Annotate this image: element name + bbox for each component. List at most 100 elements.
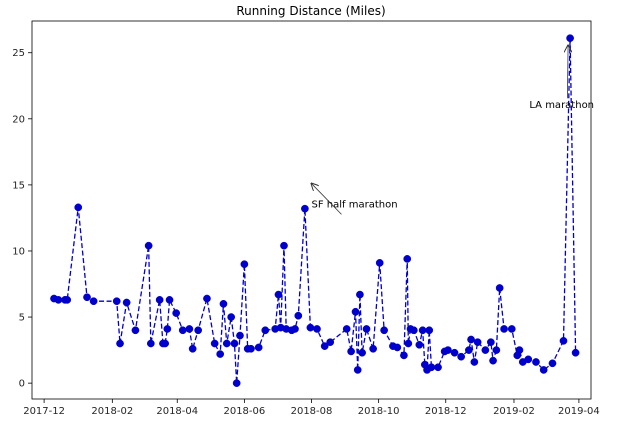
data-point bbox=[163, 325, 172, 333]
data-point bbox=[342, 325, 351, 333]
data-point bbox=[559, 337, 568, 345]
data-point bbox=[144, 241, 153, 250]
data-point bbox=[236, 331, 244, 340]
data-point bbox=[450, 348, 459, 357]
data-point bbox=[320, 342, 329, 350]
data-point bbox=[216, 350, 225, 358]
y-tick-label: 15 bbox=[12, 180, 25, 191]
x-tick-label: 2018-04 bbox=[156, 406, 198, 417]
data-point bbox=[219, 299, 228, 308]
data-point bbox=[291, 325, 299, 333]
data-point bbox=[172, 309, 180, 317]
data-point bbox=[444, 346, 452, 354]
series-line bbox=[53, 38, 577, 384]
x-axis: 2017-12 2018-02 2018-04 2018-06 2018-08 2018-… bbox=[23, 399, 600, 417]
y-tick-label: 10 bbox=[12, 246, 25, 257]
annotation-label: SF half marathon bbox=[312, 199, 398, 210]
data-point bbox=[230, 339, 239, 348]
y-axis: 0 5 10 15 20 25 bbox=[12, 48, 32, 390]
series-layer bbox=[50, 34, 580, 387]
annotation-arrow bbox=[312, 184, 342, 215]
data-point bbox=[351, 307, 360, 316]
data-point bbox=[393, 343, 402, 352]
data-point bbox=[470, 358, 479, 366]
y-tick-label: 20 bbox=[12, 114, 25, 125]
data-point bbox=[353, 366, 362, 374]
data-point bbox=[404, 339, 413, 348]
data-point bbox=[347, 347, 355, 356]
data-point bbox=[524, 355, 533, 364]
data-point bbox=[240, 260, 249, 269]
chart-title: Running Distance (Miles) bbox=[236, 4, 385, 18]
data-point bbox=[203, 294, 211, 303]
plot-area bbox=[31, 20, 592, 400]
data-point bbox=[400, 351, 408, 360]
annotation-label: LA marathon bbox=[529, 100, 594, 111]
data-point bbox=[425, 326, 434, 335]
data-point bbox=[481, 346, 490, 354]
data-point bbox=[434, 363, 442, 372]
x-tick-label: 2017-12 bbox=[23, 406, 65, 417]
x-tick-label: 2018-12 bbox=[425, 406, 467, 417]
data-point bbox=[194, 326, 203, 335]
data-point bbox=[301, 204, 309, 213]
x-tick-label: 2018-10 bbox=[358, 406, 400, 417]
data-point bbox=[306, 323, 315, 332]
data-point bbox=[227, 313, 236, 321]
data-point bbox=[294, 311, 303, 320]
data-point bbox=[188, 344, 197, 353]
data-point bbox=[116, 339, 124, 348]
y-tick-label: 0 bbox=[19, 379, 25, 390]
data-point bbox=[232, 379, 241, 387]
data-point bbox=[280, 241, 288, 250]
data-point bbox=[457, 352, 465, 361]
x-tick-label: 2018-02 bbox=[91, 406, 133, 417]
data-point bbox=[89, 297, 98, 306]
data-point bbox=[161, 339, 169, 348]
data-point bbox=[532, 358, 540, 366]
data-point bbox=[427, 363, 436, 372]
plot-frame bbox=[31, 20, 592, 400]
data-point bbox=[358, 348, 366, 357]
data-point bbox=[362, 325, 371, 333]
data-point bbox=[380, 326, 388, 335]
data-point bbox=[112, 297, 121, 306]
data-point bbox=[222, 339, 231, 348]
data-point bbox=[539, 366, 548, 374]
data-point bbox=[178, 326, 187, 335]
x-tick-label: 2019-02 bbox=[493, 406, 535, 417]
data-point bbox=[473, 338, 482, 347]
data-point bbox=[274, 290, 283, 299]
data-point bbox=[146, 339, 155, 348]
data-point bbox=[487, 338, 495, 347]
data-point bbox=[54, 296, 63, 304]
data-point bbox=[326, 338, 335, 347]
data-point bbox=[571, 348, 580, 357]
data-point bbox=[409, 326, 418, 335]
x-tick-label: 2018-08 bbox=[291, 406, 333, 417]
data-point bbox=[313, 325, 321, 333]
data-point bbox=[492, 346, 501, 354]
data-point bbox=[247, 344, 255, 353]
data-point bbox=[155, 296, 164, 304]
data-point bbox=[418, 326, 427, 335]
data-point bbox=[369, 344, 377, 353]
data-point bbox=[63, 296, 72, 304]
data-point bbox=[356, 290, 364, 299]
data-point bbox=[500, 325, 508, 333]
data-point bbox=[489, 356, 497, 365]
data-point bbox=[83, 293, 91, 302]
y-tick-label: 25 bbox=[12, 48, 25, 59]
annotation-arrow bbox=[567, 46, 568, 99]
data-point bbox=[165, 296, 174, 304]
data-point bbox=[131, 326, 140, 335]
data-point bbox=[548, 359, 557, 368]
data-point bbox=[566, 34, 574, 43]
data-point bbox=[74, 203, 83, 212]
data-point bbox=[515, 346, 524, 354]
data-point bbox=[495, 284, 504, 292]
data-point bbox=[375, 259, 384, 267]
data-point bbox=[465, 346, 473, 354]
data-point bbox=[403, 255, 412, 263]
